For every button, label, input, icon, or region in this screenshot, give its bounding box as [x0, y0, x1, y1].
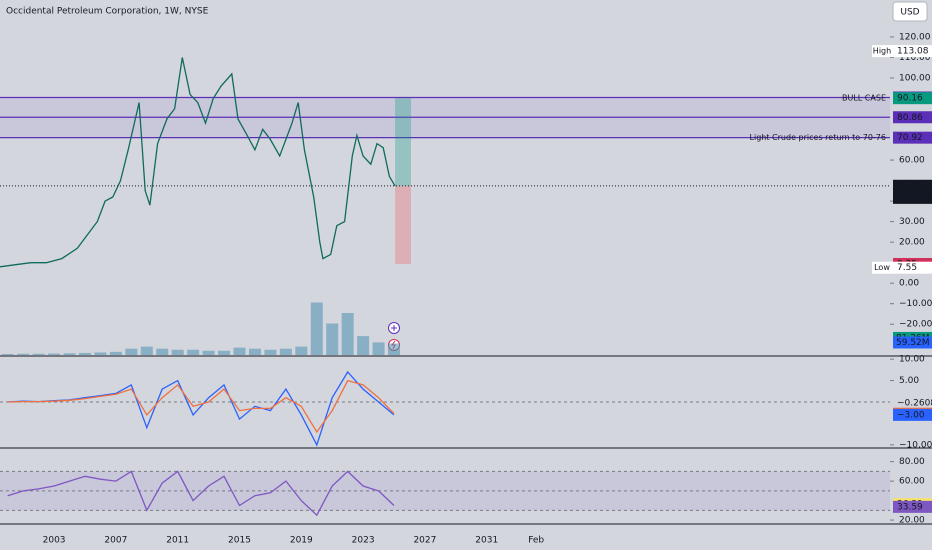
volume-bar — [202, 350, 215, 355]
badge-prefix-box — [872, 261, 893, 274]
y-tick-label: 10.00 — [899, 355, 925, 365]
y-tick-label: 120.00 — [899, 32, 931, 42]
price-badge — [893, 92, 932, 105]
y-tick-label: 30.00 — [899, 217, 925, 227]
x-tick-label: 2019 — [290, 536, 313, 546]
y-tick-label: 100.00 — [899, 73, 931, 83]
price-badge-label: −3.00 — [897, 410, 925, 420]
x-tick-label: 2011 — [166, 536, 189, 546]
volume-badge — [893, 336, 932, 349]
y-tick-label: 80.00 — [899, 457, 925, 467]
price-badge-label: 70.92 — [897, 133, 923, 143]
position-stop — [395, 185, 412, 264]
price-badge — [893, 131, 932, 144]
annotation: BULL CASE — [842, 94, 886, 103]
volume-bar — [78, 352, 91, 355]
volume-bar — [156, 348, 169, 355]
y-tick-label: −10.00 — [899, 299, 932, 309]
volume-bar — [388, 343, 401, 355]
y-tick-label: 60.00 — [899, 156, 925, 166]
y-tick-label: −10.00 — [899, 440, 932, 450]
volume-bar — [48, 353, 61, 355]
x-tick-label: 2023 — [352, 536, 375, 546]
volume-bar — [32, 353, 45, 355]
volume-bar — [218, 350, 231, 355]
volume-bar — [140, 346, 153, 355]
price-badge-label: 80.86 — [897, 113, 923, 123]
price-badge-label: 113.08 — [897, 47, 929, 57]
volume-bar — [17, 353, 30, 355]
price-badge — [893, 500, 932, 513]
volume-bar — [248, 348, 261, 355]
volume-bar — [357, 336, 370, 355]
add-icon — [391, 325, 397, 331]
x-tick-label: 2027 — [413, 536, 436, 546]
price-badge — [893, 397, 932, 410]
volume-bar — [372, 342, 385, 355]
volume-bar — [310, 302, 323, 355]
price-badge-label: 90.16 — [897, 94, 923, 104]
y-tick-label: 110.00 — [899, 53, 931, 63]
price-badge-label: 47.42 — [897, 181, 923, 191]
volume-bar — [264, 349, 277, 355]
y-tick-label: 5.00 — [899, 376, 919, 386]
y-tick-label: 20.00 — [899, 238, 925, 248]
volume-badge-label: 59.52M — [896, 338, 930, 348]
chart-title: Occidental Petroleum Corporation, 1W, NY… — [6, 7, 209, 17]
volume-bar — [326, 323, 339, 355]
annotation: Light Crude prices return to 70-76 — [750, 133, 886, 142]
price-badge — [893, 111, 932, 124]
volume-bar — [109, 351, 122, 355]
series-line — [7, 470, 395, 517]
x-tick-label: 2015 — [228, 536, 251, 546]
price-badge — [893, 408, 932, 421]
currency-label: USD — [900, 8, 919, 18]
x-tick-label: 2007 — [104, 536, 127, 546]
volume-bar — [1, 353, 14, 355]
volume-bar — [94, 352, 107, 355]
position-target — [395, 98, 412, 186]
price-badge — [893, 179, 932, 204]
x-tick-label: Feb — [528, 536, 544, 546]
volume-bar — [125, 348, 138, 355]
series-line — [0, 57, 396, 268]
series-line — [7, 370, 395, 447]
y-tick-label: −20.00 — [899, 320, 932, 330]
price-badge-label: −0.2608 — [897, 399, 932, 409]
badge-prefix: Low — [874, 263, 890, 272]
volume-bar — [295, 346, 308, 355]
price-badge — [893, 261, 932, 274]
currency-button[interactable] — [892, 1, 928, 22]
y-tick-label: 60.00 — [899, 477, 925, 487]
x-tick-label: 2031 — [475, 536, 498, 546]
volume-bar — [279, 348, 292, 355]
volume-bar — [187, 349, 200, 355]
y-tick-label: 0.00 — [899, 279, 919, 289]
badge-prefix: High — [873, 47, 891, 56]
price-badge-label: 33.59 — [897, 502, 923, 512]
x-tick-label: 2003 — [43, 536, 66, 546]
y-tick-label: 20.00 — [899, 516, 925, 526]
volume-bar — [233, 347, 246, 355]
volume-bar — [341, 313, 354, 355]
price-badge-label: 7.55 — [897, 263, 917, 273]
volume-bar — [171, 349, 184, 355]
volume-bar — [63, 353, 76, 355]
countdown: 02:03:46 — [896, 192, 932, 201]
badge-prefix-box — [872, 45, 893, 58]
series-line — [7, 379, 395, 434]
price-badge — [893, 45, 932, 58]
